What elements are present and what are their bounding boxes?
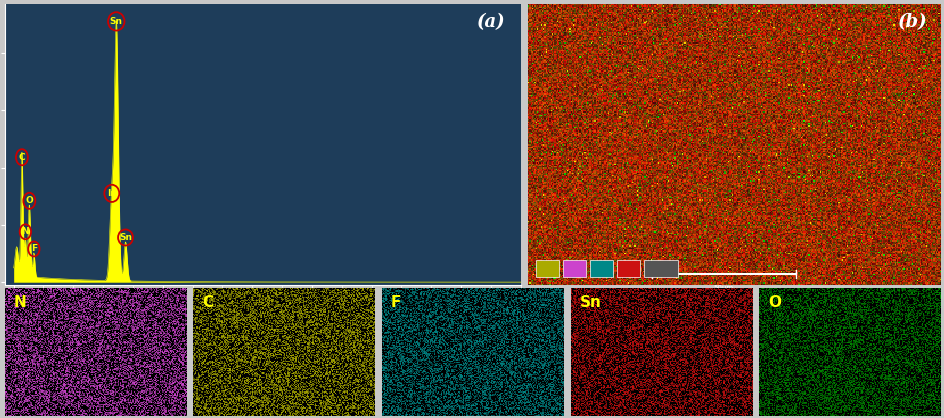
Text: 50μm: 50μm xyxy=(713,285,733,291)
X-axis label: keV: keV xyxy=(253,304,272,314)
Text: (b): (b) xyxy=(898,13,927,31)
Text: Sn: Sn xyxy=(119,233,132,242)
FancyBboxPatch shape xyxy=(643,260,677,277)
FancyBboxPatch shape xyxy=(589,260,612,277)
Text: F: F xyxy=(391,295,401,310)
Text: (a): (a) xyxy=(476,13,505,31)
Text: O: O xyxy=(767,295,781,310)
Text: Electron: Electron xyxy=(647,266,673,271)
Text: N: N xyxy=(14,295,26,310)
Text: Sn: Sn xyxy=(579,295,601,310)
Text: C: C xyxy=(202,295,213,310)
Text: N: N xyxy=(22,227,29,236)
Text: C: C xyxy=(19,153,25,162)
FancyBboxPatch shape xyxy=(563,260,585,277)
Text: O: O xyxy=(25,196,33,205)
Text: Sn: Sn xyxy=(110,17,123,26)
FancyBboxPatch shape xyxy=(616,260,639,277)
FancyBboxPatch shape xyxy=(536,260,559,277)
Text: F: F xyxy=(31,245,37,253)
Text: In: In xyxy=(107,189,117,198)
